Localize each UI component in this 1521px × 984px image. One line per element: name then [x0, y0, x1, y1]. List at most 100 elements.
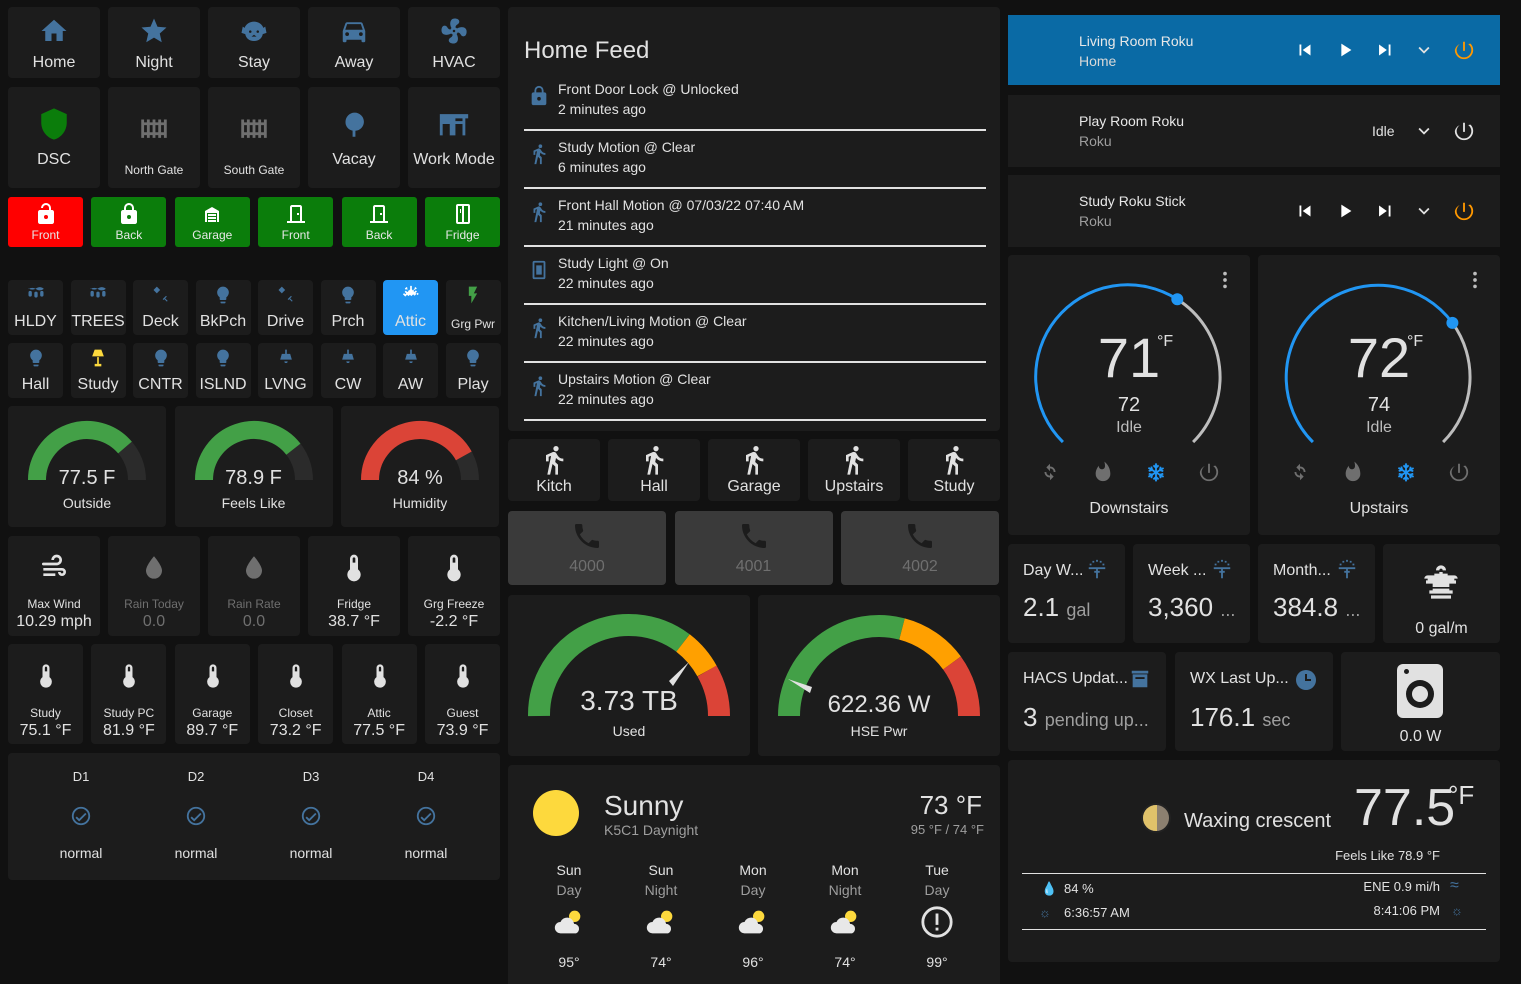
temp-tile-attic[interactable]: Attic 77.5 °F: [341, 644, 417, 744]
drive-status-d1[interactable]: D1 normal: [31, 753, 131, 880]
light-button-hldy[interactable]: HLDY: [8, 280, 63, 335]
motion-sensor-kitch[interactable]: Kitch: [508, 439, 600, 501]
light-button-hall[interactable]: Hall: [8, 343, 63, 398]
feed-item[interactable]: Kitchen/Living Motion @ Clear 22 minutes …: [524, 305, 986, 363]
lock-button-5[interactable]: Fridge: [425, 197, 500, 247]
light-button-drive[interactable]: Drive: [258, 280, 313, 335]
feed-item[interactable]: Upstairs Motion @ Clear 22 minutes ago: [524, 363, 986, 421]
light-button-cntr[interactable]: CNTR: [133, 343, 188, 398]
phone-extension-4001[interactable]: 4001: [674, 511, 833, 585]
gate-icon: [141, 119, 167, 138]
water-usage-card-2[interactable]: Month... 384.8 ...: [1258, 544, 1375, 643]
feed-item[interactable]: Front Hall Motion @ 07/03/22 07:40 AM 21 …: [524, 189, 986, 247]
light-button-bkpch[interactable]: BkPch: [195, 280, 251, 335]
lock-button-2[interactable]: Garage: [174, 197, 250, 247]
feed-item-time: 6 minutes ago: [558, 159, 646, 175]
gauge-card-1[interactable]: 78.9 F Feels Like: [174, 406, 333, 527]
mode-button-4[interactable]: Work Mode: [408, 87, 500, 188]
forecast-condition: Sunny: [604, 790, 684, 821]
sensor-tile-3[interactable]: Fridge 38.7 °F: [308, 536, 400, 636]
media-player-card-1[interactable]: Play Room Roku Roku Idle: [1008, 95, 1500, 167]
temp-tile-study-pc[interactable]: Study PC 81.9 °F: [91, 644, 167, 744]
lock-button-3[interactable]: Front: [258, 197, 334, 247]
lamp-icon: [92, 349, 104, 366]
hvac-mode-button[interactable]: [1342, 461, 1364, 483]
lock-button-1[interactable]: Back: [91, 197, 167, 247]
thermostat-dial[interactable]: [1008, 267, 1250, 467]
power-gauge: [778, 615, 981, 717]
thermostat-dial[interactable]: [1258, 267, 1500, 467]
scene-button-stay[interactable]: Stay: [208, 7, 300, 78]
light-button-prch[interactable]: Prch: [320, 280, 376, 335]
scene-button-home[interactable]: Home: [8, 7, 100, 78]
sensor-tile-1[interactable]: Rain Today 0.0: [108, 536, 200, 636]
hvac-mode-button[interactable]: [1448, 461, 1470, 483]
sensor-tile-2[interactable]: Rain Rate 0.0: [208, 536, 300, 636]
feed-item[interactable]: Study Motion @ Clear 6 minutes ago: [524, 131, 986, 189]
hvac-mode-button[interactable]: [1039, 461, 1061, 483]
power-icon: [1449, 463, 1469, 482]
lock-button-0[interactable]: Front: [8, 197, 83, 247]
hvac-mode-button[interactable]: [1198, 461, 1220, 483]
phone-extension-4000[interactable]: 4000: [508, 511, 666, 585]
scene-button-night[interactable]: Night: [108, 7, 200, 78]
temp-tile-guest[interactable]: Guest 73.9 °F: [425, 644, 500, 744]
media-state: Idle: [1372, 123, 1395, 139]
flow-card[interactable]: 0 gal/m: [1383, 544, 1500, 643]
mode-button-0[interactable]: DSC: [8, 87, 100, 188]
media-sub: Roku: [1079, 133, 1112, 149]
light-button-attic[interactable]: Attic: [383, 280, 438, 335]
motion-sensor-hall[interactable]: Hall: [608, 439, 700, 501]
lock-label: Fridge: [445, 228, 480, 242]
feed-item[interactable]: Study Light @ On 22 minutes ago: [524, 247, 986, 305]
hvac-mode-button[interactable]: [1395, 461, 1417, 483]
more-menu[interactable]: [1464, 269, 1486, 291]
hvac-mode-button[interactable]: [1145, 461, 1167, 483]
light-button-play[interactable]: Play: [445, 343, 501, 398]
drive-status-d3[interactable]: D3 normal: [261, 753, 361, 880]
light-button-grg-pwr[interactable]: Grg Pwr: [445, 280, 501, 335]
light-button-study[interactable]: Study: [70, 343, 126, 398]
light-button-trees[interactable]: TREES: [70, 280, 126, 335]
hvac-mode-button[interactable]: [1289, 461, 1311, 483]
lock-button-4[interactable]: Back: [341, 197, 417, 247]
scene-label: Away: [334, 53, 374, 71]
hacs-card[interactable]: HACS Updat... 3 pending up...: [1008, 652, 1166, 751]
sensor-tile-4[interactable]: Grg Freeze -2.2 °F: [408, 536, 500, 636]
feed-item[interactable]: Front Door Lock @ Unlocked 2 minutes ago: [524, 73, 986, 131]
motion-sensor-study[interactable]: Study: [908, 439, 1000, 501]
forecast-card[interactable]: Sunny K5C1 Daynight 73 °F 95 °F / 74 °F …: [508, 765, 1000, 984]
media-player-card-0[interactable]: Living Room Roku Home: [1008, 15, 1500, 85]
mode-button-1[interactable]: North Gate: [108, 87, 200, 188]
media-player-card-2[interactable]: Study Roku Stick Roku: [1008, 175, 1500, 247]
hvac-mode-button[interactable]: [1092, 461, 1114, 483]
water-unit: ...: [1345, 600, 1361, 620]
scene-button-hvac[interactable]: HVAC: [408, 7, 500, 78]
mode-button-3[interactable]: Vacay: [308, 87, 400, 188]
drive-status-d4[interactable]: D4 normal: [376, 753, 476, 880]
scene-button-away[interactable]: Away: [308, 7, 400, 78]
sunset-value: 8:41:06 PM: [1373, 903, 1441, 918]
mode-button-2[interactable]: South Gate: [208, 87, 300, 188]
light-button-aw[interactable]: AW: [383, 343, 438, 398]
motion-icon: [546, 446, 564, 475]
water-usage-card-0[interactable]: Day W... 2.1 gal: [1008, 544, 1125, 643]
more-menu[interactable]: [1214, 269, 1236, 291]
washer-card[interactable]: 0.0 W: [1341, 652, 1500, 751]
temp-tile-garage[interactable]: Garage 89.7 °F: [174, 644, 250, 744]
temp-tile-study[interactable]: Study 75.1 °F: [8, 644, 83, 744]
wx-card[interactable]: WX Last Up... 176.1 sec: [1175, 652, 1333, 751]
motion-sensor-upstairs[interactable]: Upstairs: [808, 439, 900, 501]
temp-tile-closet[interactable]: Closet 73.2 °F: [258, 644, 334, 744]
sensor-tile-0[interactable]: Max Wind 10.29 mph: [8, 536, 100, 636]
light-button-deck[interactable]: Deck: [133, 280, 188, 335]
gauge-card-2[interactable]: 84 % Humidity: [341, 406, 499, 527]
light-button-cw[interactable]: CW: [320, 343, 376, 398]
drive-status-d2[interactable]: D2 normal: [146, 753, 246, 880]
light-button-lvng[interactable]: LVNG: [258, 343, 313, 398]
motion-sensor-garage[interactable]: Garage: [708, 439, 800, 501]
light-button-islnd[interactable]: ISLND: [195, 343, 251, 398]
water-usage-card-1[interactable]: Week ... 3,360 ...: [1133, 544, 1250, 643]
phone-extension-4002[interactable]: 4002: [841, 511, 999, 585]
gauge-card-0[interactable]: 77.5 F Outside: [8, 406, 166, 527]
